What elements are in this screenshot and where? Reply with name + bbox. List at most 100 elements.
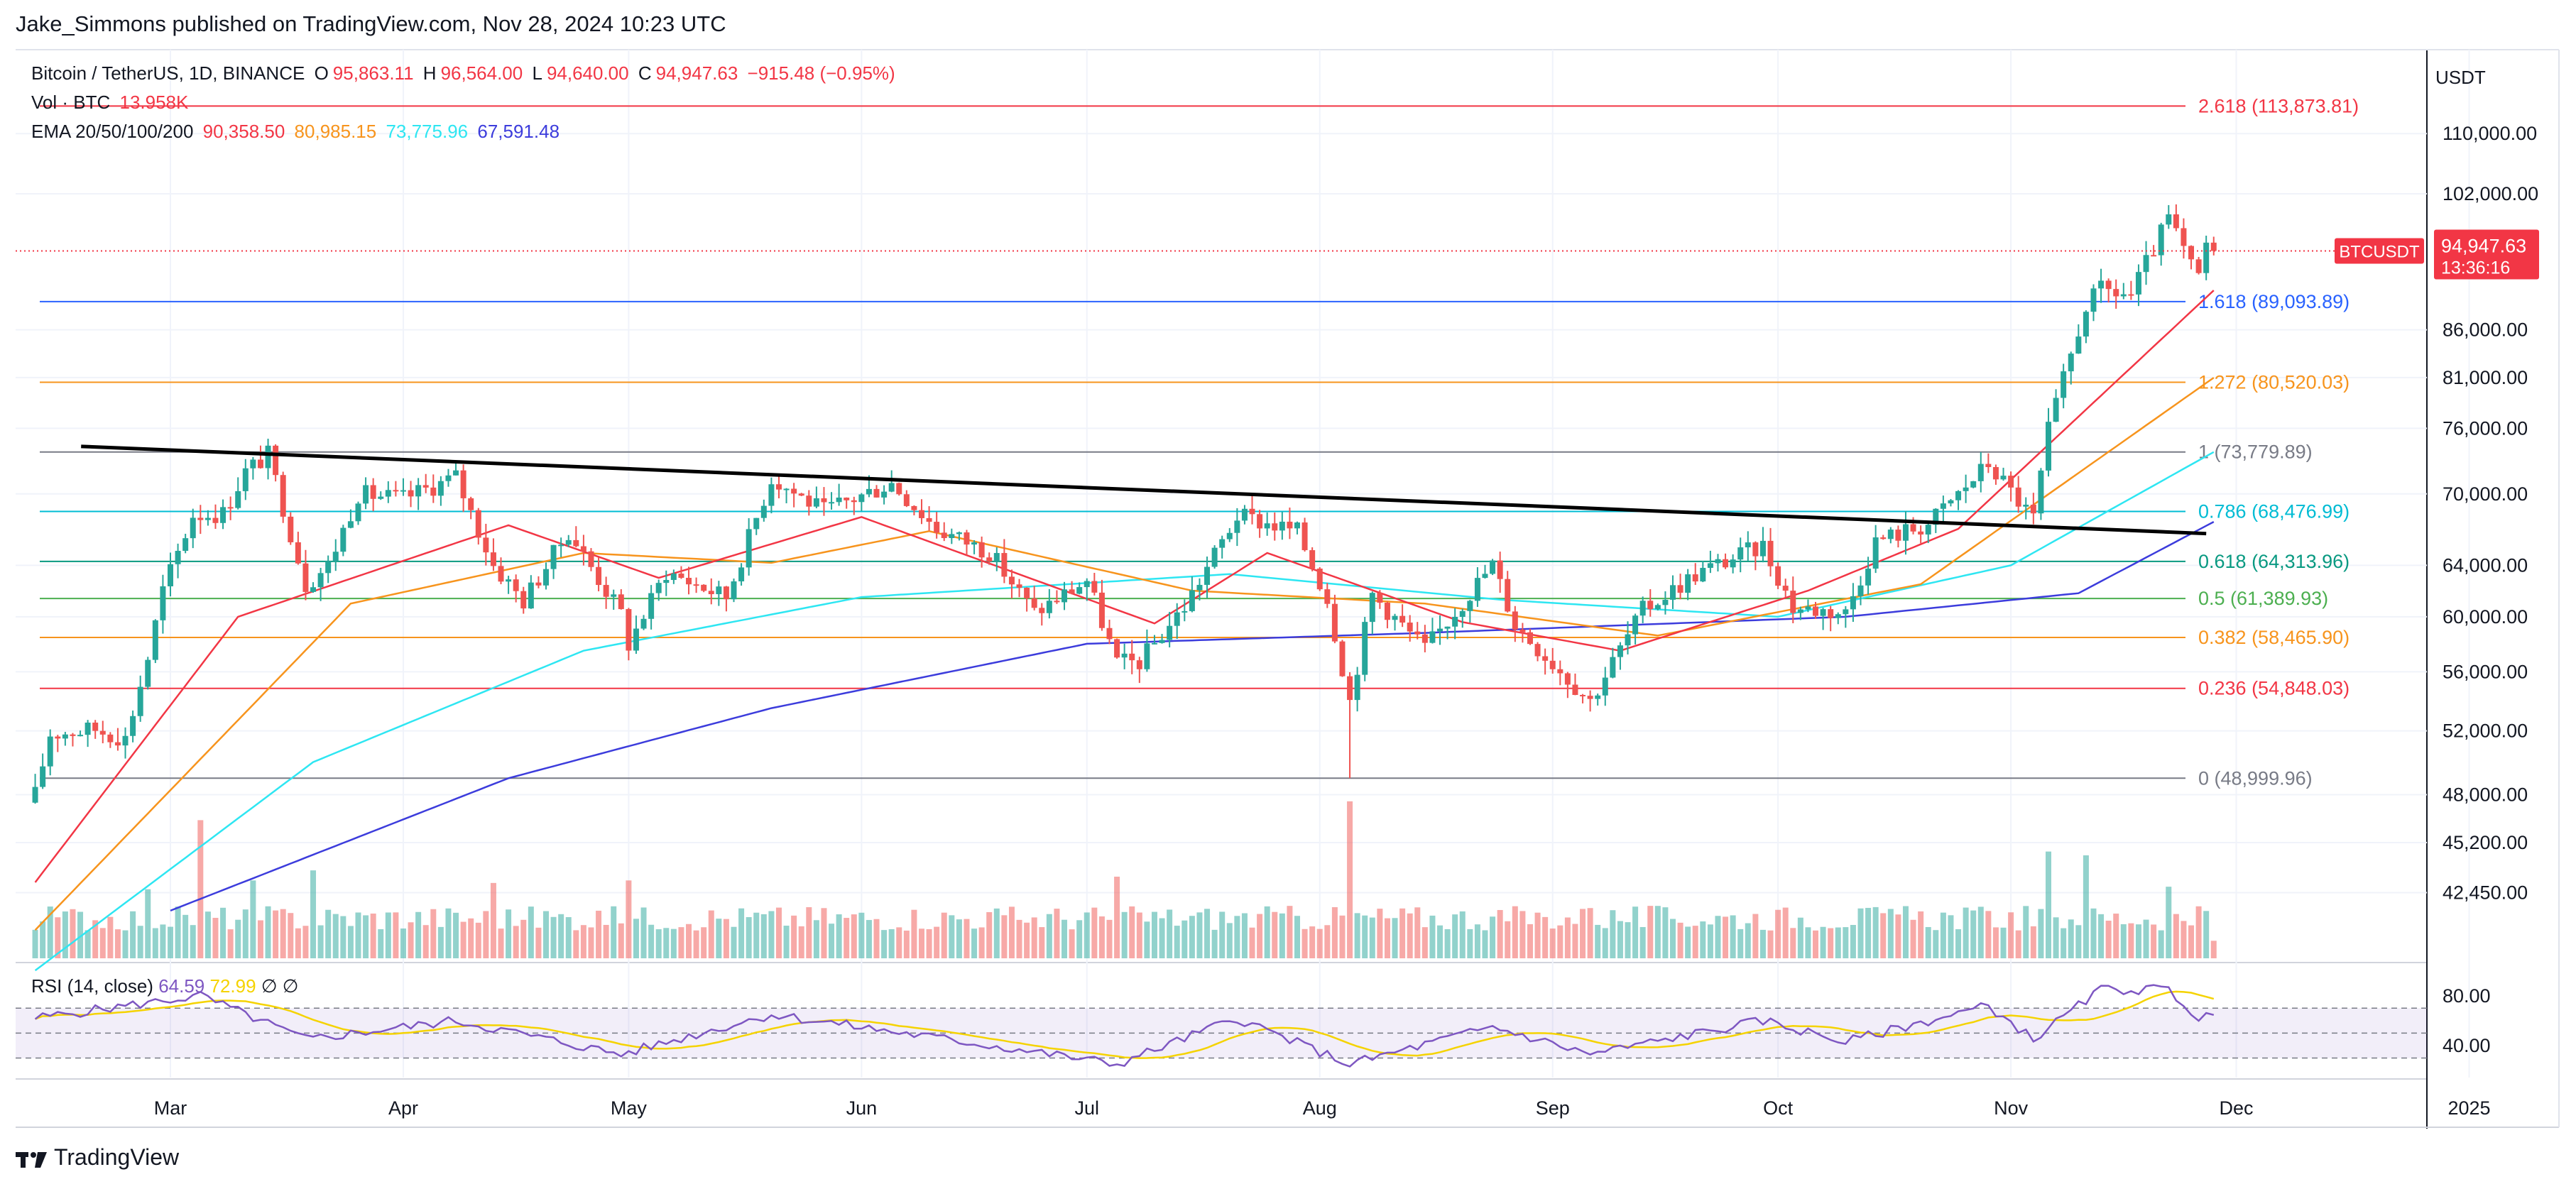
volume-bar — [783, 926, 790, 958]
symbol-name[interactable]: Bitcoin / TetherUS, 1D, BINANCE — [31, 62, 305, 84]
hide-icon[interactable]: ∅ — [261, 975, 278, 997]
candle-body — [453, 470, 459, 476]
candle-body — [370, 485, 376, 499]
volume-bar — [2000, 927, 2007, 958]
volume-bar — [302, 926, 309, 958]
candle-body — [2158, 224, 2164, 256]
candle-body — [558, 544, 564, 547]
candle-body — [911, 505, 917, 510]
candle-body — [302, 563, 309, 592]
y-tick-label: 48,000.00 — [2443, 784, 2528, 805]
candle-body — [520, 591, 527, 609]
footer-brand[interactable]: TradingView — [16, 1144, 179, 1171]
candle-body — [1459, 610, 1466, 617]
candle-body — [400, 490, 406, 492]
candle-body — [1662, 599, 1669, 606]
volume-bar — [2188, 925, 2195, 958]
candle-body — [1835, 614, 1841, 618]
candle-body — [310, 587, 317, 592]
volume-bar — [1301, 928, 1308, 958]
volume-bar — [130, 911, 136, 958]
volume-bar — [1084, 912, 1090, 958]
ema-legend: EMA 20/50/100/200 90,358.50 80,985.15 73… — [31, 120, 564, 143]
volume-bar — [926, 928, 932, 958]
volume-bar — [152, 928, 158, 958]
volume-bar — [84, 930, 91, 958]
ema20-line — [34, 290, 2215, 883]
candle-body — [1076, 587, 1083, 594]
candle-body — [626, 609, 632, 651]
volume-bar — [400, 928, 406, 958]
currency-label[interactable]: USDT — [2435, 67, 2486, 88]
volume-bar — [768, 911, 775, 958]
volume-bar — [1331, 906, 1338, 958]
volume-bar — [1354, 913, 1360, 958]
candle-body — [701, 584, 707, 591]
volume-bar — [746, 916, 752, 958]
volume-bar — [1407, 913, 1413, 958]
candle-body — [986, 557, 993, 561]
candle-body — [84, 722, 91, 735]
rsi-label[interactable]: RSI (14, close) — [31, 975, 153, 997]
volume-bar — [798, 926, 804, 958]
rsi-line — [34, 984, 2215, 1068]
volume-bar — [70, 909, 76, 958]
candle-body — [2188, 246, 2195, 260]
candle-body — [580, 546, 586, 552]
volume-bar — [295, 928, 301, 958]
volume-bar — [993, 908, 1000, 958]
volume-bar — [1204, 909, 1211, 958]
ema50-value: 80,985.15 — [294, 121, 377, 142]
volume-bar — [1219, 911, 1226, 958]
candle-body — [2210, 242, 2217, 251]
x-tick-label: 2025 — [2447, 1097, 2490, 1119]
open-label: O — [314, 62, 329, 84]
publisher-note: Jake_Simmons published on TradingView.co… — [16, 11, 726, 36]
candle-body — [250, 459, 256, 469]
volume-bar — [1399, 908, 1406, 958]
hide-icon[interactable]: ∅ — [282, 975, 299, 997]
candle-body — [2090, 288, 2097, 312]
candle-body — [844, 497, 850, 500]
candle-body — [152, 620, 158, 660]
volume-bar — [708, 910, 714, 958]
candle-body — [1759, 540, 1766, 557]
volume-bar — [1444, 928, 1451, 958]
volume-bar — [1347, 801, 1353, 958]
candle-body — [160, 586, 166, 620]
volume-label[interactable]: Vol · BTC — [31, 92, 111, 113]
volume-bar — [1174, 926, 1180, 958]
candle-body — [768, 484, 775, 506]
volume-bar — [55, 917, 61, 958]
candle-body — [437, 481, 444, 496]
volume-bar — [437, 926, 444, 958]
candle-body — [1580, 694, 1586, 696]
candle-body — [1046, 601, 1052, 613]
candle-body — [1354, 674, 1360, 701]
candle-body — [1121, 653, 1128, 658]
volume-bar — [1121, 911, 1128, 958]
volume-bar — [250, 880, 256, 958]
volume-bar — [1181, 920, 1188, 958]
candle-body — [881, 491, 888, 498]
candle-body — [1767, 540, 1774, 566]
volume-bar — [1106, 919, 1113, 958]
volume-bar — [640, 907, 647, 958]
candle-body — [197, 517, 204, 520]
volume-bar — [1497, 909, 1503, 958]
volume-bar — [1241, 913, 1248, 958]
candle-body — [791, 488, 797, 494]
volume-bar — [257, 920, 263, 958]
volume-bar — [1677, 922, 1683, 958]
volume-bar — [460, 921, 466, 958]
volume-bar — [265, 906, 271, 958]
volume-bar — [1948, 915, 1954, 958]
candle-body — [1452, 616, 1458, 627]
ema-label[interactable]: EMA 20/50/100/200 — [31, 121, 194, 142]
volume-bar — [1287, 906, 1293, 958]
volume-bar — [775, 907, 782, 958]
candle-body — [347, 521, 354, 528]
volume-bar — [1775, 909, 1781, 958]
candle-body — [1542, 656, 1549, 661]
